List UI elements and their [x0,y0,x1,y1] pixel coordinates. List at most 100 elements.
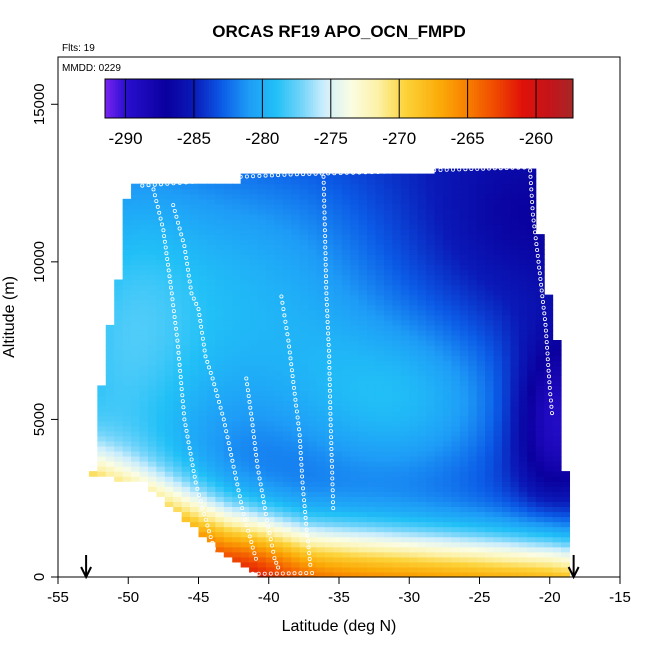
heatmap-cell [215,471,225,477]
heatmap-cell [257,450,267,457]
heatmap-cell [257,390,267,397]
heatmap-cell [316,385,326,392]
heatmap-cell [400,284,410,291]
heatmap-cell [434,571,444,578]
heatmap-cell [485,249,495,255]
heatmap-cell [308,244,318,250]
colorbar-swatch [406,79,410,118]
heatmap-cell [400,244,410,250]
heatmap-cell [544,440,554,447]
heatmap-cell [316,400,326,407]
colorbar-swatch [417,79,421,118]
heatmap-cell [459,224,469,230]
colorbar-swatch [344,79,348,118]
heatmap-cell [215,440,225,447]
heatmap-cell [476,501,486,507]
heatmap-cell [442,536,452,543]
heatmap-cell [215,375,225,381]
heatmap-cell [173,203,183,210]
heatmap-cell [367,546,377,553]
heatmap-cell [417,188,427,195]
heatmap-cell [156,324,166,331]
heatmap-cell [147,360,157,366]
flight-sample-point [232,571,237,576]
heatmap-cell [274,264,284,271]
heatmap-cell [535,400,545,407]
heatmap-cell [527,430,537,437]
heatmap-cell [501,188,512,195]
heatmap-cell [215,370,225,376]
heatmap-cell [400,375,410,381]
heatmap-cell [265,450,275,457]
heatmap-cell [206,254,216,260]
heatmap-cell [274,395,284,402]
heatmap-cell [265,254,275,260]
heatmap-cell [485,208,495,215]
heatmap-cell [459,239,469,245]
heatmap-cell [451,284,461,291]
heatmap-cell [518,370,528,376]
heatmap-cell [105,375,115,381]
heatmap-cell [442,491,452,497]
flight-sample-point [225,571,230,576]
heatmap-cell [215,345,225,351]
heatmap-cell [257,304,267,311]
heatmap-cell [468,334,478,341]
heatmap-cell [434,314,444,321]
flight-sample-point [165,262,170,267]
heatmap-cell [485,561,495,568]
heatmap-cell [308,370,318,376]
flight-sample-point [528,174,533,179]
heatmap-cell [485,476,495,482]
heatmap-cell [417,350,427,356]
colorbar-swatch [162,79,166,118]
heatmap-cell [510,486,520,492]
heatmap-cell [350,350,360,356]
heatmap-cell [476,536,486,543]
heatmap-cell [468,193,478,200]
colorbar-swatch [474,79,478,118]
heatmap-cell [173,385,183,392]
heatmap-cell [198,450,208,457]
heatmap-cell [249,319,259,326]
flight-sample-point [162,234,167,239]
heatmap-cell [274,254,284,260]
heatmap-cell [291,269,301,276]
heatmap-cell [308,566,318,573]
heatmap-cell [459,345,469,351]
heatmap-cell [215,239,225,245]
heatmap-cell [400,541,410,548]
heatmap-cell [190,324,200,331]
heatmap-cell [501,370,512,376]
heatmap-cell [367,183,377,190]
heatmap-cell [333,476,343,482]
heatmap-cell [426,360,436,366]
heatmap-cell [333,425,343,432]
heatmap-cell [358,289,368,296]
heatmap-cell [535,405,545,412]
heatmap-cell [392,385,402,392]
heatmap-cell [240,496,250,502]
heatmap-cell [409,244,419,250]
heatmap-cell [282,269,292,276]
heatmap-cell [451,213,461,220]
heatmap-cell [257,420,267,427]
heatmap-cell [400,264,410,271]
heatmap-cell [451,471,461,477]
heatmap-cell [459,440,469,447]
flight-sample-point [253,556,258,561]
heatmap-cell [223,345,233,351]
flight-sample-point [289,362,294,367]
heatmap-cell [476,556,486,563]
heatmap-cell [232,193,242,200]
heatmap-cell [409,571,419,578]
heatmap-cell [274,486,284,492]
heatmap-cell [291,304,301,311]
heatmap-cell [215,511,225,518]
flight-sample-point [208,535,213,540]
heatmap-cell [147,365,157,371]
heatmap-cell [493,284,503,291]
heatmap-cell [240,415,250,422]
heatmap-cell [316,314,326,321]
heatmap-cell [383,521,393,528]
